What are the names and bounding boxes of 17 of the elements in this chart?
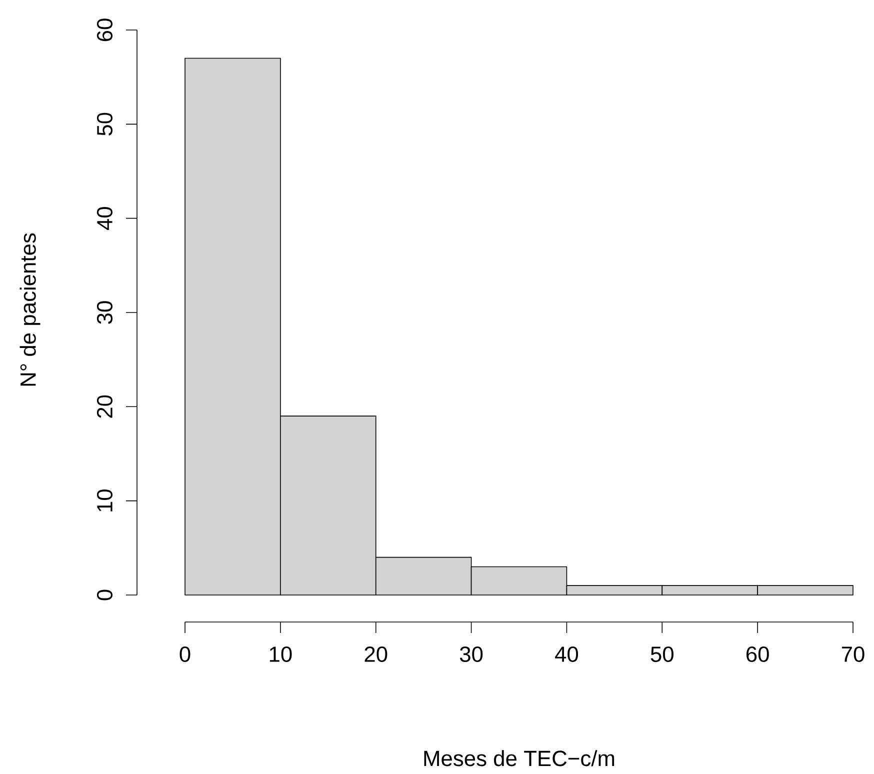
y-axis-title: N° de pacientes — [20, 234, 40, 386]
x-tick-label: 70 — [842, 646, 864, 662]
y-tick-label: 30 — [96, 301, 113, 324]
x-axis-title: Meses de TEC−c/m — [424, 750, 614, 766]
y-tick-label: 50 — [96, 113, 113, 136]
y-tick-label: 40 — [96, 207, 113, 230]
y-tick-label: 20 — [96, 396, 113, 418]
y-tick-label: 0 — [96, 590, 113, 600]
x-tick-label: 0 — [180, 646, 190, 662]
y-tick-label: 10 — [96, 490, 113, 512]
y-tick-label: 60 — [96, 18, 113, 42]
x-tick-label: 30 — [460, 646, 483, 662]
x-tick-label: 10 — [270, 646, 292, 662]
x-tick-label: 60 — [746, 646, 769, 662]
x-tick-label: 20 — [364, 646, 388, 662]
x-tick-label: 40 — [555, 646, 578, 662]
x-tick-label: 50 — [650, 646, 674, 662]
